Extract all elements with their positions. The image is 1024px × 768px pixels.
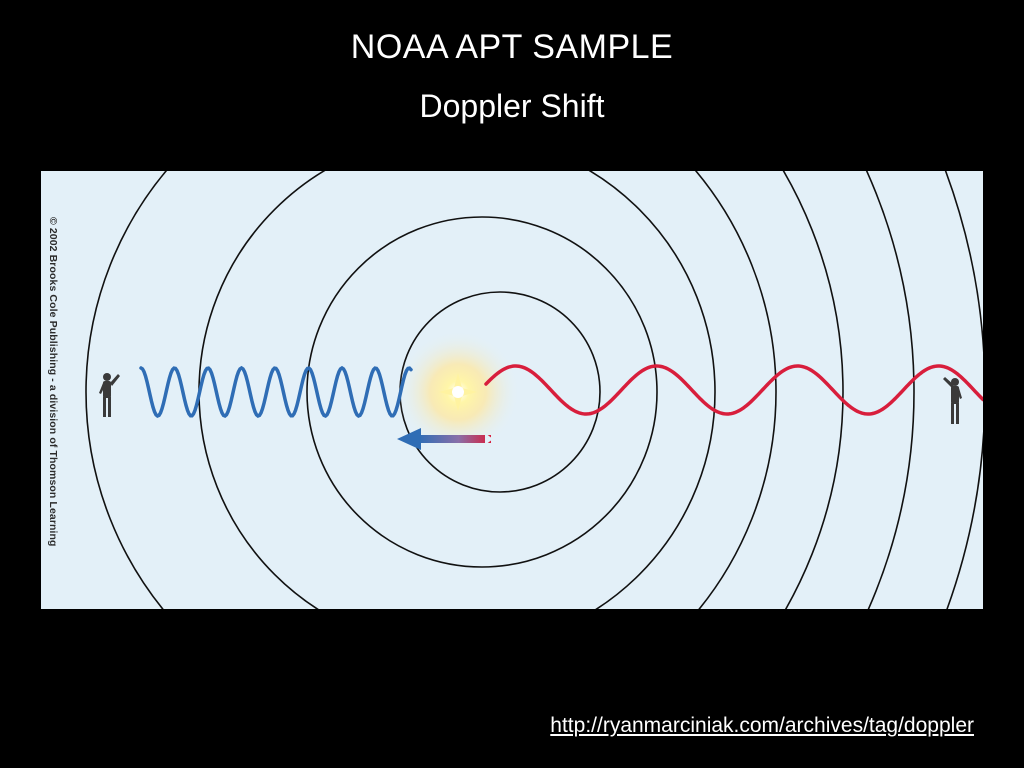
doppler-diagram: © 2002 Brooks Cole Publishing - a divisi… xyxy=(41,171,983,609)
doppler-diagram-svg xyxy=(85,171,983,609)
observer-left-icon xyxy=(99,373,120,417)
slide-subtitle: Doppler Shift xyxy=(419,88,605,124)
wavefront-circle xyxy=(865,171,915,609)
motion-arrow-icon xyxy=(397,428,493,450)
stretched-wave xyxy=(484,364,983,416)
wavefronts xyxy=(85,171,983,609)
source-star-icon xyxy=(439,373,477,411)
source-link[interactable]: http://ryanmarciniak.com/archives/tag/do… xyxy=(550,714,974,737)
wavefront-circle xyxy=(782,171,844,609)
slide-title: NOAA APT SAMPLE xyxy=(350,28,674,66)
copyright-text: © 2002 Brooks Cole Publishing - a divisi… xyxy=(47,217,59,547)
wavefront-circle xyxy=(85,171,777,609)
observer-right-icon xyxy=(943,377,962,424)
compressed-wave xyxy=(139,365,413,418)
wavefront-circle xyxy=(306,216,658,568)
copyright-notice: © 2002 Brooks Cole Publishing - a divisi… xyxy=(45,171,59,609)
